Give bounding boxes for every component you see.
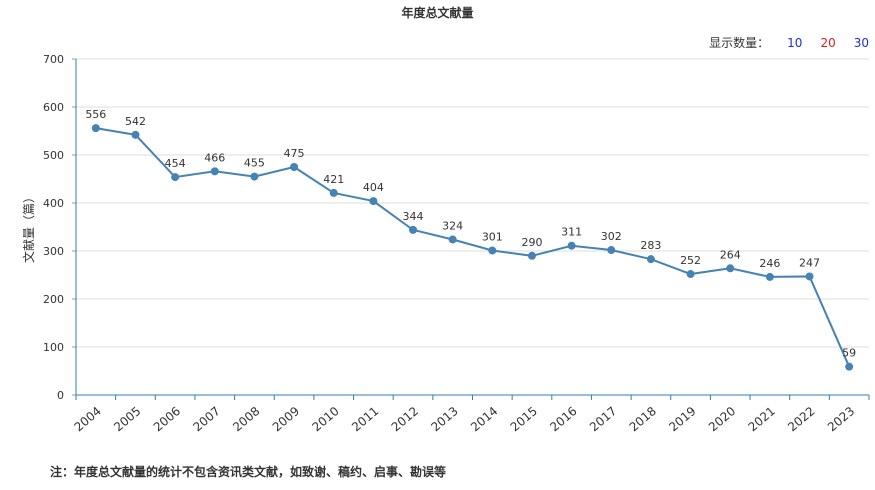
x-tick-label: 2020	[706, 404, 738, 434]
data-label: 290	[521, 236, 542, 249]
data-label: 466	[204, 151, 225, 164]
data-point	[369, 197, 378, 206]
data-point	[290, 163, 299, 171]
x-tick-label: 2018	[627, 404, 659, 434]
y-tick-label: 0	[57, 389, 64, 402]
footnote: 注：年度总文献量的统计不包含资讯类文献，如致谢、稿约、启事、勘误等	[50, 465, 447, 479]
data-label: 421	[323, 173, 344, 186]
data-label: 455	[244, 157, 265, 170]
data-label: 404	[363, 181, 384, 194]
x-tick-label: 2008	[230, 404, 262, 434]
data-point	[91, 124, 100, 133]
data-label: 475	[284, 147, 305, 160]
y-tick-label: 700	[43, 53, 64, 66]
y-tick-label: 600	[43, 101, 64, 114]
x-tick-label: 2022	[785, 404, 817, 434]
y-tick-label: 400	[43, 197, 64, 210]
data-point	[765, 272, 774, 281]
x-tick-label: 2009	[270, 404, 302, 434]
data-label: 454	[165, 157, 186, 170]
data-point	[567, 241, 576, 250]
display-count-label: 显示数量：	[709, 36, 770, 50]
data-label: 311	[561, 226, 582, 239]
data-point	[329, 188, 338, 197]
data-label: 324	[442, 219, 463, 232]
data-label: 59	[842, 347, 856, 360]
data-label: 302	[601, 230, 622, 243]
series-line	[95, 127, 851, 368]
data-point	[726, 264, 735, 273]
x-tick-label: 2010	[309, 404, 341, 434]
x-tick-label: 2013	[428, 404, 460, 434]
data-point	[131, 130, 140, 139]
data-point	[171, 173, 180, 182]
data-point	[607, 246, 616, 255]
y-tick-label: 100	[43, 341, 64, 354]
chart-title: 年度总文献量	[401, 6, 474, 20]
display-count-10-option[interactable]: 10	[787, 35, 803, 50]
x-tick-label: 2014	[468, 404, 500, 434]
y-tick-label: 500	[43, 149, 64, 162]
x-tick-label: 2011	[349, 404, 381, 434]
data-point	[845, 362, 854, 371]
x-tick-label: 2015	[508, 404, 540, 434]
y-axis-label: 文献量（篇）	[21, 191, 36, 263]
x-tick-label: 2016	[547, 404, 579, 434]
x-tick-label: 2019	[666, 404, 698, 434]
display-count-30-option[interactable]: 30	[853, 35, 869, 50]
x-tick-label: 2023	[825, 404, 857, 434]
data-point	[646, 255, 655, 264]
x-tick-label: 2004	[72, 404, 104, 434]
data-point	[250, 172, 259, 181]
data-point	[488, 246, 497, 255]
data-point	[448, 235, 457, 244]
x-tick-label: 2006	[151, 404, 183, 434]
data-label: 556	[85, 108, 106, 121]
y-tick-label: 200	[43, 293, 64, 306]
data-point	[409, 225, 418, 234]
x-tick-label: 2012	[389, 404, 421, 434]
data-label: 247	[799, 256, 820, 269]
display-count-selector: 显示数量： 10 20 30	[709, 34, 869, 51]
data-label: 542	[125, 115, 146, 128]
data-label: 344	[403, 210, 424, 223]
data-point	[805, 272, 814, 281]
data-label: 264	[720, 248, 741, 261]
y-tick-label: 300	[43, 245, 64, 258]
data-label: 252	[680, 254, 701, 267]
data-label: 301	[482, 231, 503, 244]
data-point	[210, 167, 219, 176]
x-tick-label: 2005	[111, 404, 143, 434]
data-point	[686, 270, 695, 279]
x-tick-label: 2007	[190, 404, 222, 434]
display-count-20-option[interactable]: 20	[820, 35, 836, 50]
data-point	[527, 251, 536, 260]
line-chart: 0 100 200 300 400 500 600 700 文献量（篇） 2004 2005 2006…	[21, 53, 870, 434]
data-label: 283	[640, 239, 661, 252]
x-tick-label: 2021	[746, 404, 778, 434]
data-label: 246	[759, 257, 780, 270]
x-tick-label: 2017	[587, 404, 619, 434]
